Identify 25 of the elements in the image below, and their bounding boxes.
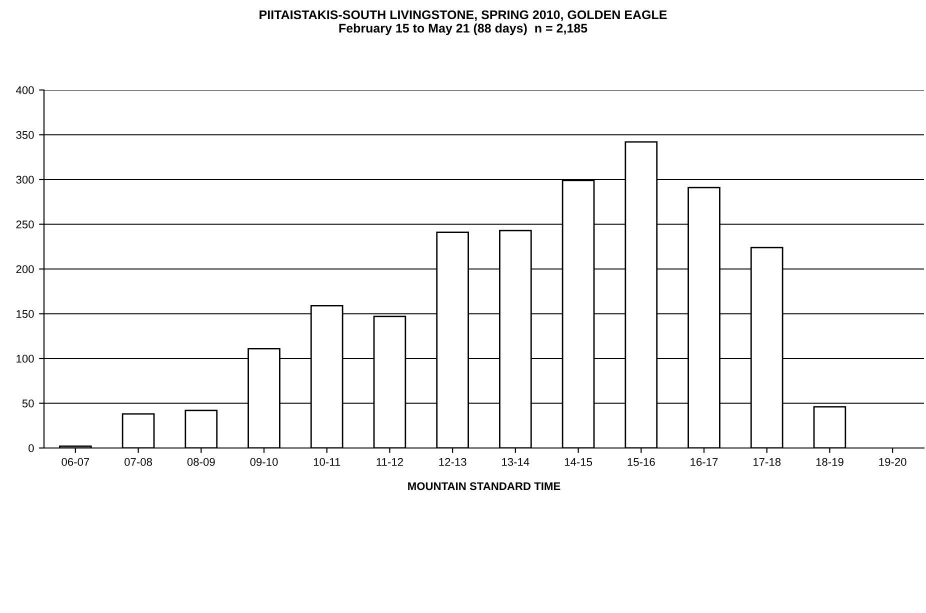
y-tick-label: 50	[22, 400, 34, 408]
y-tick-label: 200	[16, 265, 34, 274]
x-tick-label: 19-20	[879, 458, 906, 466]
x-tick-label: 17-18	[753, 458, 781, 466]
chart-title: PIITAISTAKIS-SOUTH LIVINGSTONE, SPRING 2010, GOLDEN EAGLE February 15 to May 21 (88 days) n = 2,185	[260, 10, 667, 36]
x-tick-label: 15-16	[628, 458, 655, 466]
x-tick-label: 11-12	[376, 458, 403, 466]
y-tick-label: 400	[16, 86, 34, 94]
y-tick-label: 150	[16, 310, 34, 318]
x-tick-label: 14-15	[564, 458, 592, 466]
x-tick-label: 18-19	[816, 458, 844, 466]
y-tick-label: 100	[16, 354, 34, 363]
x-tick-label: 09-10	[250, 458, 278, 466]
y-tick-label: 0	[28, 444, 34, 452]
x-tick-label: 10-11	[314, 458, 340, 466]
x-tick-label: 08-09	[187, 458, 215, 466]
x-tick-label: 13-14	[502, 458, 530, 466]
y-tick-label: 300	[16, 176, 34, 184]
y-tick-label: 350	[16, 131, 34, 139]
x-axis-title: MOUNTAIN STANDARD TIME	[408, 482, 560, 490]
x-tick-label: 12-13	[439, 458, 466, 466]
x-tick-label: 07-08	[124, 458, 152, 466]
y-tick-label: 250	[16, 220, 34, 228]
x-tick-label: 06-07	[62, 458, 90, 466]
x-tick-label: 16-17	[690, 458, 718, 466]
